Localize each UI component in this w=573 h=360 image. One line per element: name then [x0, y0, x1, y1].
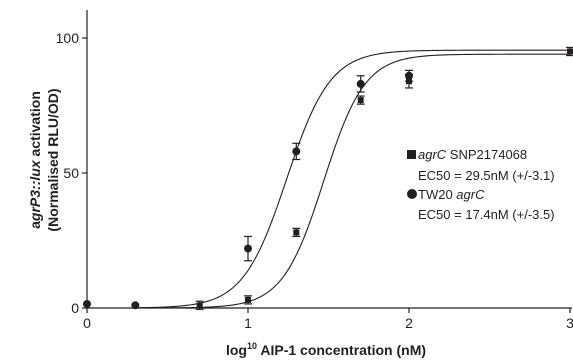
fit-curve-series-1 [135, 53, 570, 309]
x-tick-label: 1 [244, 315, 252, 331]
data-point-square [196, 302, 203, 309]
legend: agrC SNP2174068 EC50 = 29.5nM (+/-3.1) T… [407, 147, 555, 222]
y-tick-label: 0 [71, 300, 79, 316]
data-point-circle [292, 147, 301, 156]
y-tick-label: 100 [56, 30, 80, 46]
legend-square-marker [407, 150, 416, 159]
x-tick-label: 0 [83, 315, 91, 331]
legend-series-1-label: agrC SNP2174068 [418, 147, 527, 162]
data-point-square [357, 97, 364, 104]
data-point-circle [356, 79, 365, 88]
fit-curves [135, 49, 570, 309]
legend-series-2-label: TW20 agrC [418, 187, 485, 202]
data-point-square [245, 296, 251, 303]
data-point-circle [131, 301, 140, 310]
legend-series-1-ec50: EC50 = 29.5nM (+/-3.1) [418, 168, 555, 183]
legend-series-2-ec50: EC50 = 17.4nM (+/-3.5) [418, 207, 555, 222]
data-point-circle [244, 244, 252, 253]
x-tick-label: 3 [566, 315, 573, 331]
x-axis-title: log10 AIP-1 concentration (nM) [226, 341, 426, 358]
axis-ticks: 0 1 2 3 0 50 100 [56, 30, 573, 331]
data-points [83, 46, 573, 310]
x-tick-label: 2 [405, 315, 413, 331]
y-axis-title-line2: (Normalised RLU/OD) [45, 88, 61, 231]
data-point-square [567, 48, 573, 55]
data-point-circle [405, 71, 413, 80]
y-tick-label: 50 [63, 165, 79, 181]
legend-circle-marker [407, 189, 417, 199]
data-point-square [293, 229, 300, 236]
fit-curve-series-2 [135, 49, 570, 309]
y-axis-title-line1: agrP3::lux activation [27, 91, 43, 229]
